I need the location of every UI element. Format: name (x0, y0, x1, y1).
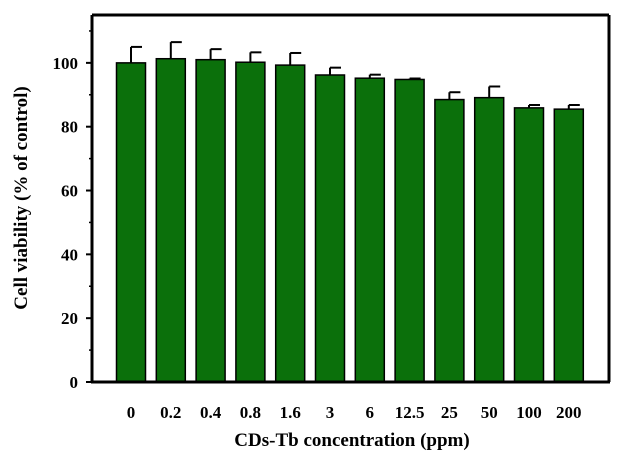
plot-area (92, 13, 611, 382)
bar (434, 98, 465, 383)
bars (115, 57, 585, 383)
y-tick-label: 80 (61, 118, 78, 137)
x-tick-label: 25 (441, 403, 458, 422)
bar (354, 77, 386, 383)
x-tick-label: 0.4 (200, 403, 222, 422)
bar (513, 107, 545, 383)
x-tick-label: 0.2 (160, 403, 181, 422)
x-tick-label: 1.6 (280, 403, 301, 422)
x-tick-label: 12.5 (395, 403, 425, 422)
y-tick-label: 0 (70, 373, 79, 392)
bar (115, 62, 147, 383)
bar (195, 58, 226, 383)
y-axis: 0 20 40 60 80 100 (53, 15, 94, 392)
x-tick-label: 200 (556, 403, 582, 422)
bar (274, 64, 306, 383)
bar (394, 78, 425, 383)
x-tick-label: 0 (127, 403, 136, 422)
x-tick-label: 100 (516, 403, 542, 422)
x-axis: 0 0.2 0.4 0.8 1.6 3 6 12.5 25 50 100 200 (91, 380, 610, 422)
y-tick-label: 100 (53, 54, 79, 73)
bar (473, 96, 505, 383)
y-tick-label: 20 (61, 309, 78, 328)
bar (155, 57, 187, 383)
x-tick-label: 0.8 (240, 403, 261, 422)
y-tick-label: 40 (61, 245, 78, 264)
y-axis-title: Cell viability (% of control) (11, 86, 32, 309)
y-tick-label: 60 (61, 182, 78, 201)
error-bars (130, 41, 580, 110)
x-tick-label: 3 (326, 403, 335, 422)
x-axis-title: CDs-Tb concentration (ppm) (234, 430, 469, 451)
bar (235, 61, 266, 383)
bar (314, 74, 346, 383)
x-tick-label: 6 (366, 403, 375, 422)
x-tick-label: 50 (481, 403, 498, 422)
bar (553, 108, 585, 383)
